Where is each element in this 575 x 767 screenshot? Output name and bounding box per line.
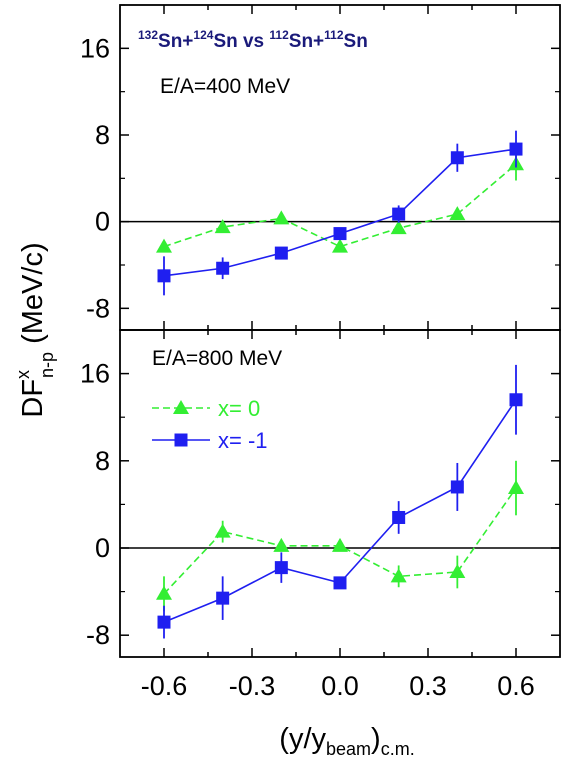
y-tick-label: 16: [80, 33, 110, 63]
legend: x= 0 x= -1: [152, 396, 268, 453]
data-point-square: [333, 576, 347, 590]
legend-label-xm1: x= -1: [218, 428, 268, 453]
y-tick-label: 0: [95, 207, 110, 237]
y-tick-label: 0: [95, 533, 110, 563]
series-xm1: [157, 130, 523, 296]
data-point-square: [509, 393, 523, 407]
x-axis-label: (y/ybeam)c.m.: [279, 723, 414, 759]
series-x0: [156, 460, 524, 612]
data-point-triangle: [332, 537, 348, 552]
data-point-triangle: [214, 523, 231, 538]
y-tick-label: 16: [80, 359, 110, 389]
data-point-square: [274, 561, 288, 575]
data-point-triangle: [273, 210, 290, 225]
y-tick-label: -8: [86, 293, 110, 323]
data-point-triangle: [508, 480, 524, 495]
x-tick-label: 0.6: [497, 671, 535, 701]
panel-top: -8 0 8 16 132Sn+124Sn vs 112Sn+112Sn E/A=400 …: [80, 4, 561, 331]
y-axis-label: DFx n-p (MeV/c): [13, 242, 57, 417]
data-point-triangle: [449, 563, 466, 578]
data-point-square: [216, 591, 230, 605]
panel-frame: [119, 329, 561, 658]
data-point-triangle: [156, 585, 172, 600]
data-point-triangle: [332, 238, 348, 253]
x-tick-label: -0.3: [229, 671, 276, 701]
data-point-square: [450, 151, 464, 165]
legend-label-x0: x= 0: [218, 396, 260, 421]
energy-label: E/A=800 MeV: [152, 347, 282, 370]
data-point-square: [157, 615, 171, 629]
series-xm1: [157, 364, 523, 639]
panel-title: 132Sn+124Sn vs 112Sn+112Sn: [138, 28, 368, 52]
energy-label: E/A=400 MeV: [160, 75, 290, 98]
data-point-square: [216, 261, 230, 275]
legend-marker-triangle: [173, 400, 189, 414]
panel-frame: [119, 4, 561, 331]
data-point-square: [157, 269, 171, 283]
y-tick-label: 8: [95, 446, 110, 476]
data-point-square: [333, 227, 347, 241]
data-point-triangle: [273, 537, 290, 552]
panel-bottom: -8 0 8 16 E/A=800 MeV x= 0 x= -1: [80, 329, 561, 658]
data-point-triangle: [449, 206, 466, 221]
data-point-square: [274, 246, 288, 260]
data-point-square: [392, 207, 406, 221]
x-tick-label: -0.6: [141, 671, 188, 701]
data-point-triangle: [214, 219, 231, 234]
legend-marker-square: [174, 433, 188, 447]
data-point-square: [509, 142, 523, 156]
y-tick-label: 8: [95, 120, 110, 150]
data-point-square: [392, 510, 406, 524]
x-tick-label: 0.3: [409, 671, 447, 701]
data-point-triangle: [156, 238, 172, 253]
x-tick-label: 0.0: [321, 671, 359, 701]
y-tick-label: -8: [86, 620, 110, 650]
data-point-square: [450, 480, 464, 494]
data-point-triangle: [390, 568, 407, 583]
series-x0: [156, 148, 524, 253]
data-point-triangle: [390, 220, 407, 235]
series-line-xm1: [163, 148, 517, 277]
